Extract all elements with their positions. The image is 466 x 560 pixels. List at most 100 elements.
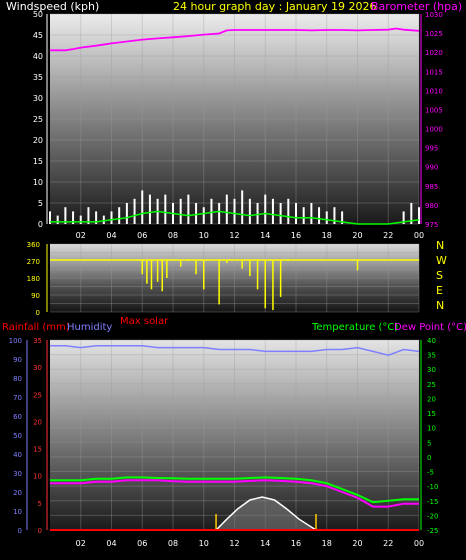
temperature-y-tick-label: 0 xyxy=(427,454,431,462)
temperature-y-tick-label: -10 xyxy=(427,483,438,491)
temperature-y-tick-label: -20 xyxy=(427,512,438,520)
barometer-y-tick-label: 985 xyxy=(425,183,438,191)
wind-pressure-plot-area xyxy=(50,14,419,224)
temperature-y-tick-label: 15 xyxy=(427,410,436,418)
temp-x-tick-label: 08 xyxy=(168,539,178,548)
temp-x-tick-label: 10 xyxy=(199,539,209,548)
wind-gust-bar xyxy=(102,215,105,224)
humidity-line xyxy=(50,344,420,356)
barometer-y-tick-label: 1005 xyxy=(425,106,443,114)
humidity-y-tick-label: 40 xyxy=(13,451,22,459)
rainfall-y-tick-label: 30 xyxy=(33,364,42,372)
wind-gust-bar xyxy=(287,198,290,224)
direction-y-tick-label: 360 xyxy=(27,241,40,249)
wind-gust-bar xyxy=(72,211,75,224)
wind-gust-bar xyxy=(218,203,221,224)
wind-gust-bar xyxy=(164,194,167,224)
dew-point-line xyxy=(50,479,419,508)
temp-x-tick-label: 22 xyxy=(383,539,393,548)
direction-y-tick-label: 90 xyxy=(31,292,40,300)
rainfall-axis-title: Rainfall (mm) xyxy=(2,322,70,333)
windspeed-y-tick-label: 50 xyxy=(33,10,43,19)
wind-gust-bar xyxy=(256,203,259,224)
wind-gust-bar xyxy=(279,203,282,224)
rainfall-y-tick-label: 15 xyxy=(33,446,42,454)
wind-x-tick-label: 10 xyxy=(199,231,209,240)
barometer-y-tick-label: 1020 xyxy=(425,49,443,57)
temp-x-tick-label: 00 xyxy=(414,539,424,548)
barometer-y-tick-label: 1030 xyxy=(425,11,443,19)
wind-x-tick-label: 16 xyxy=(291,231,301,240)
windspeed-y-tick-label: 5 xyxy=(38,199,43,208)
wind-gust-bar xyxy=(133,198,136,224)
wind-gust-bar xyxy=(233,198,236,224)
windspeed-axis-title: Windspeed (kph) xyxy=(6,0,99,13)
temperature-line xyxy=(50,476,419,504)
humidity-y-tick-label: 50 xyxy=(13,432,22,440)
wind-gust-bar xyxy=(187,194,190,224)
direction-y-tick-label: 270 xyxy=(27,258,40,266)
temperature-y-tick-label: 35 xyxy=(427,352,436,360)
compass-label: S xyxy=(436,269,443,282)
wind-gust-bar xyxy=(79,215,82,224)
wind-direction-plot-area xyxy=(50,244,419,312)
humidity-axis-title: Humidity xyxy=(67,322,112,333)
temp-x-tick-label: 20 xyxy=(352,539,362,548)
wind-gust-bar xyxy=(410,203,413,224)
wind-x-tick-label: 18 xyxy=(322,231,332,240)
max-solar-label: Max solar xyxy=(120,316,169,327)
humidity-y-tick-label: 70 xyxy=(13,394,22,402)
wind-gust-bar xyxy=(148,194,151,224)
humidity-y-tick-label: 100 xyxy=(9,337,22,345)
wind-gust-bar xyxy=(87,207,90,224)
compass-label: N xyxy=(436,299,444,312)
temperature-y-tick-label: -15 xyxy=(427,498,438,506)
temperature-y-tick-label: 40 xyxy=(427,337,436,345)
temp-x-tick-label: 02 xyxy=(76,539,86,548)
barometer-y-tick-label: 990 xyxy=(425,164,438,172)
wind-gust-bar xyxy=(141,190,144,224)
barometer-y-tick-label: 995 xyxy=(425,145,438,153)
windspeed-y-tick-label: 25 xyxy=(33,115,43,124)
wind-pressure-chart: 0510152025303540455097598098599099510001… xyxy=(33,10,443,240)
temp-x-tick-label: 04 xyxy=(106,539,116,548)
temp-x-tick-label: 18 xyxy=(322,539,332,548)
wind-x-tick-label: 14 xyxy=(260,231,270,240)
wind-gust-bar xyxy=(402,211,405,224)
humidity-y-tick-label: 20 xyxy=(13,489,22,497)
max-solar-curve xyxy=(215,496,317,531)
windspeed-y-tick-label: 40 xyxy=(33,52,43,61)
humidity-y-tick-label: 30 xyxy=(13,470,22,478)
rainfall-y-tick-label: 25 xyxy=(33,391,42,399)
barometer-y-tick-label: 1015 xyxy=(425,68,443,76)
wind-gust-bar xyxy=(49,211,51,224)
wind-gust-bar xyxy=(118,207,121,224)
barometer-y-tick-label: 980 xyxy=(425,202,438,210)
wind-x-tick-label: 22 xyxy=(383,231,393,240)
windspeed-y-tick-label: 0 xyxy=(38,220,43,229)
wind-gust-bar xyxy=(241,190,244,224)
rainfall-y-tick-label: 10 xyxy=(33,473,42,481)
solar-area xyxy=(216,497,316,530)
barometer-y-tick-label: 1000 xyxy=(425,126,443,134)
temperature-humidity-chart: 010203040506070809010005101520253035-25-… xyxy=(9,337,439,548)
dew-point-axis-title: Dew Point (°C) xyxy=(394,322,466,333)
wind-gust-bar xyxy=(271,198,274,224)
barometer-axis-title: Barometer (hpa) xyxy=(371,0,462,13)
temperature-y-tick-label: -5 xyxy=(427,469,434,477)
barometer-y-tick-label: 1025 xyxy=(425,30,443,38)
windspeed-y-tick-label: 15 xyxy=(33,157,43,166)
wind-gust-bar xyxy=(418,207,420,224)
humidity-y-tick-label: 80 xyxy=(13,375,22,383)
wind-gust-bar xyxy=(125,203,128,224)
wind-x-tick-label: 12 xyxy=(229,231,239,240)
wind-gust-bar xyxy=(64,207,67,224)
temp-x-tick-label: 12 xyxy=(229,539,239,548)
temp-x-tick-label: 06 xyxy=(137,539,147,548)
wind-gust-bar xyxy=(225,194,228,224)
compass-label: N xyxy=(436,239,444,252)
wind-gust-bar xyxy=(333,207,336,224)
